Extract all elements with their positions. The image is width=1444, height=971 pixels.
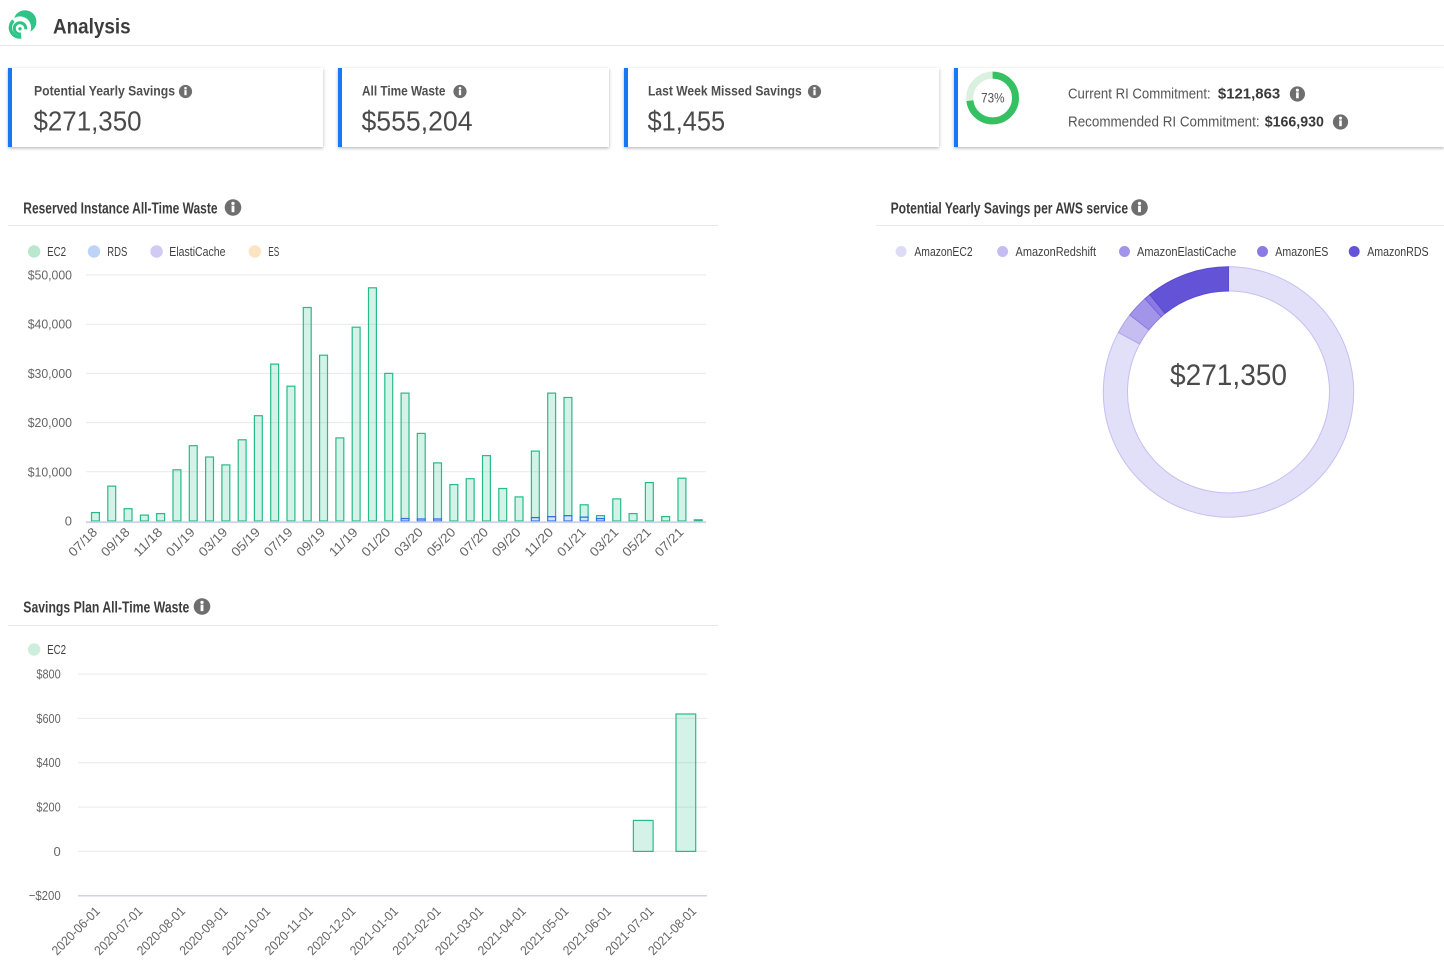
svg-text:AmazonES: AmazonES [1275,244,1328,259]
svg-text:$30,000: $30,000 [28,366,72,381]
svg-text:ES: ES [268,244,279,259]
svg-text:$200: $200 [36,800,60,815]
svg-text:Potential Yearly Savings: Potential Yearly Savings [34,83,175,99]
svg-text:Reserved Instance All-Time Was: Reserved Instance All-Time Waste [23,200,217,217]
svg-text:$20,000: $20,000 [28,415,72,430]
svg-text:$1,455: $1,455 [648,106,726,137]
svg-text:$271,350: $271,350 [1170,359,1287,392]
svg-text:−$200: −$200 [29,888,61,903]
svg-text:AmazonRDS: AmazonRDS [1367,244,1429,259]
svg-text:$600: $600 [36,711,60,726]
svg-text:AmazonElastiCache: AmazonElastiCache [1137,244,1236,259]
svg-text:ElastiCache: ElastiCache [169,244,225,259]
svg-text:$400: $400 [36,755,60,770]
svg-text:Current RI Commitment:: Current RI Commitment: [1068,86,1211,103]
svg-text:Last Week Missed Savings: Last Week Missed Savings [648,83,802,99]
svg-text:Analysis: Analysis [53,16,131,39]
svg-text:$555,204: $555,204 [362,106,473,137]
svg-text:RDS: RDS [107,244,127,259]
svg-text:Savings Plan All-Time Waste: Savings Plan All-Time Waste [23,600,189,617]
svg-text:All Time Waste: All Time Waste [362,83,446,99]
svg-text:$40,000: $40,000 [28,317,72,332]
svg-text:$10,000: $10,000 [28,464,72,479]
svg-text:Potential Yearly Savings per A: Potential Yearly Savings per AWS service [891,200,1129,217]
svg-text:AmazonEC2: AmazonEC2 [914,244,972,259]
svg-text:Recommended RI Commitment:: Recommended RI Commitment: [1068,114,1260,131]
svg-text:EC2: EC2 [47,244,66,259]
svg-text:0: 0 [53,844,60,859]
svg-text:$121,863: $121,863 [1218,86,1280,103]
svg-text:$50,000: $50,000 [28,268,72,283]
svg-text:73%: 73% [981,91,1004,106]
svg-text:$166,930: $166,930 [1265,114,1324,131]
svg-text:EC2: EC2 [47,642,66,657]
svg-text:0: 0 [65,514,72,529]
svg-text:$271,350: $271,350 [34,106,142,137]
svg-text:AmazonRedshift: AmazonRedshift [1016,244,1097,259]
svg-text:$800: $800 [36,667,60,682]
